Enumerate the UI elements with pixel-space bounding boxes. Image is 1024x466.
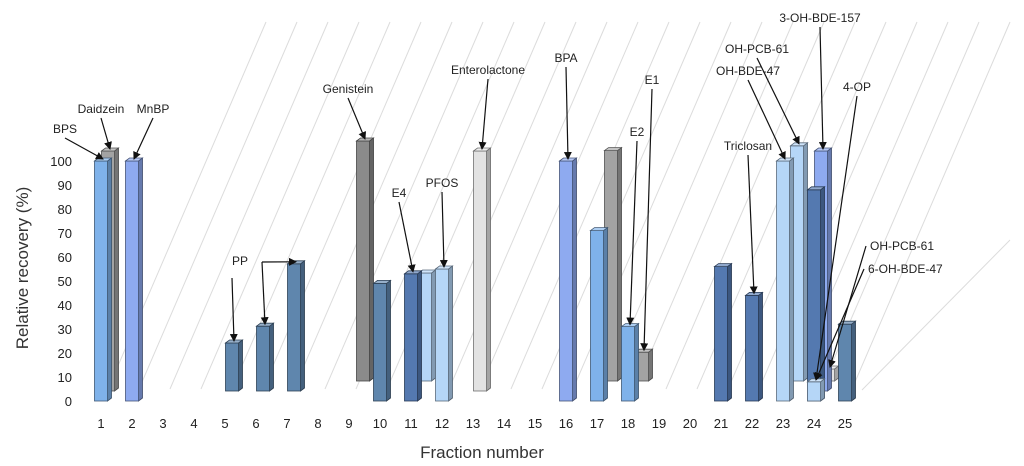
x-tick-label: 10 (373, 416, 387, 431)
x-tick-label: 2 (128, 416, 135, 431)
annotation-label: BPS (53, 122, 77, 136)
bar-fraction-7 (288, 261, 305, 391)
bar-fraction-12 (436, 266, 453, 401)
bar-fraction-10 (374, 280, 391, 401)
bar-fraction-21 (715, 264, 732, 401)
y-tick-label: 90 (58, 178, 72, 193)
x-tick-label: 19 (652, 416, 666, 431)
bar-fraction-18 (622, 324, 639, 401)
bar-fraction-17 (591, 228, 608, 401)
annotation-label: Enterolactone (451, 63, 525, 77)
y-tick-label: 100 (50, 154, 72, 169)
x-tick-label: 8 (314, 416, 321, 431)
x-tick-label: 14 (497, 416, 511, 431)
annotation-arrow (748, 155, 754, 293)
annotation-label: Triclosan (724, 139, 772, 153)
bar-fraction-6 (257, 323, 274, 391)
annotation-label: OH-PCB-61 (870, 239, 934, 253)
annotation-label: BPA (554, 51, 577, 65)
bar-fraction-24 (808, 187, 825, 401)
x-tick-label: 20 (683, 416, 697, 431)
bar-fraction-13 (474, 148, 491, 391)
bar-fraction-24 (808, 379, 825, 401)
x-tick-label: 9 (345, 416, 352, 431)
y-tick-label: 60 (58, 250, 72, 265)
y-tick-label: 30 (58, 322, 72, 337)
x-tick-label: 12 (435, 416, 449, 431)
x-tick-label: 22 (745, 416, 759, 431)
bar-fraction-16 (560, 158, 577, 401)
y-tick-label: 10 (58, 370, 72, 385)
annotation-label: Genistein (323, 82, 374, 96)
annotation-label: E1 (645, 73, 660, 87)
x-tick-label: 24 (807, 416, 821, 431)
annotation-label: MnBP (137, 102, 170, 116)
x-tick-label: 3 (159, 416, 166, 431)
y-tick-label: 50 (58, 274, 72, 289)
annotation-label: PP (232, 254, 248, 268)
annotation-arrow (442, 192, 444, 267)
annotation-arrow (399, 202, 413, 272)
x-tick-label: 4 (190, 416, 197, 431)
x-tick-label: 18 (621, 416, 635, 431)
gridline (201, 22, 359, 389)
y-tick-label: 80 (58, 202, 72, 217)
x-tick-label: 7 (283, 416, 290, 431)
annotation-label: E2 (630, 125, 645, 139)
bar-fraction-23 (777, 158, 794, 401)
annotation-arrow (101, 118, 110, 149)
annotation-label: OH-BDE-47 (716, 64, 780, 78)
gridlines (108, 22, 1010, 390)
x-tick-label: 23 (776, 416, 790, 431)
y-tick-label: 40 (58, 298, 72, 313)
annotation-label: 3-OH-BDE-157 (779, 11, 861, 25)
bars (95, 138, 856, 401)
x-tick-label: 17 (590, 416, 604, 431)
annotation-label: E4 (392, 186, 407, 200)
gridline (263, 22, 421, 389)
annotation-arrow (630, 141, 637, 325)
x-tick-label: 5 (221, 416, 228, 431)
x-axis-title: Fraction number (420, 443, 544, 461)
annotation-label: Daidzein (78, 102, 125, 116)
annotation-label: 6-OH-BDE-47 (868, 262, 943, 276)
annotation-arrow (348, 98, 365, 139)
annotation-label: 4-OP (843, 80, 871, 94)
x-tick-label: 25 (838, 416, 852, 431)
gridline (325, 22, 483, 389)
bar-fraction-1 (95, 158, 112, 401)
x-tick-label: 6 (252, 416, 259, 431)
bar-fraction-25 (839, 321, 856, 401)
y-tick-label: 0 (65, 394, 72, 409)
bar-fraction-22 (746, 292, 763, 401)
x-tick-label: 16 (559, 416, 573, 431)
annotation-label: OH-PCB-61 (725, 42, 789, 56)
x-tick-label: 15 (528, 416, 542, 431)
annotation-arrow (232, 278, 234, 341)
x-tick-label: 11 (404, 416, 418, 431)
annotation-arrow (644, 89, 652, 350)
bar-fraction-11 (405, 271, 422, 401)
x-tick-label: 21 (714, 416, 728, 431)
bar-fraction-5 (226, 340, 243, 391)
x-tick-label: 1 (97, 416, 104, 431)
annotation-label: PFOS (426, 176, 459, 190)
y-axis-title: Relative recovery (%) (13, 187, 32, 350)
y-tick-label: 20 (58, 346, 72, 361)
y-tick-label: 70 (58, 226, 72, 241)
x-tick-label: 13 (466, 416, 480, 431)
bar-fraction-2 (126, 158, 143, 401)
gridline (449, 22, 607, 389)
annotation-arrow (134, 118, 153, 159)
annotation-arrow (820, 27, 823, 149)
bar-fraction-9 (357, 138, 374, 381)
gridline (852, 22, 1010, 389)
